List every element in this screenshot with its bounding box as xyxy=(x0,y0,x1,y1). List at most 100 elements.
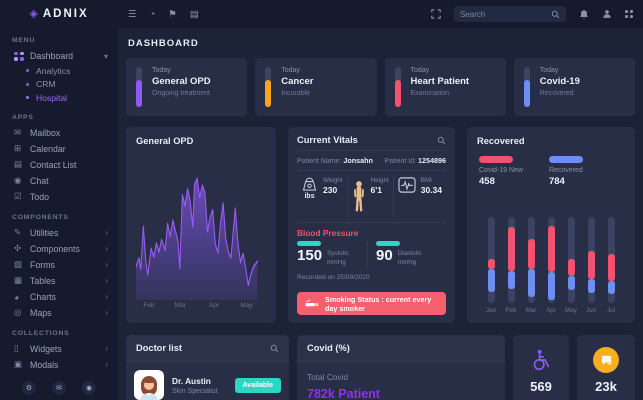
clipboard-icon[interactable]: ▤ xyxy=(189,8,199,20)
hamburger-icon[interactable]: ☰ xyxy=(128,8,137,20)
doctor-row-dr-austin[interactable]: Dr. Austin Skin Specialist Available xyxy=(126,362,289,400)
stat-period: Today xyxy=(410,67,430,74)
stat-title: General OPD xyxy=(152,76,211,87)
sidebar-item-maps[interactable]: ◎ Maps › xyxy=(0,305,118,321)
body-icon xyxy=(352,177,366,217)
vitals-search-icon[interactable] xyxy=(437,136,446,145)
sidebar-item-mailbox[interactable]: ✉ Mailbox xyxy=(0,125,118,141)
available-badge[interactable]: Available xyxy=(234,377,281,393)
stat-subtitle: Incurable xyxy=(281,90,311,97)
metric-text: BMI 30.34 xyxy=(421,177,442,217)
legend-color-pill xyxy=(479,156,513,163)
bar-track xyxy=(607,217,615,303)
calendar-icon: ⊞ xyxy=(14,143,22,153)
user-icon[interactable] xyxy=(602,9,612,19)
maps-icon: ◎ xyxy=(14,307,22,317)
metric-weight: ibs Weight 230 xyxy=(297,177,346,217)
sidebar-item-label: Mailbox xyxy=(30,127,61,138)
stat-progress-bar xyxy=(136,67,142,107)
search-icon[interactable] xyxy=(551,10,560,19)
sidebar-item-modals[interactable]: ▣ Modals › xyxy=(0,357,118,373)
sidebar-subitem-analytics[interactable]: Analytics xyxy=(0,64,118,78)
chevron-right-icon: › xyxy=(105,360,108,369)
chevron-down-icon: ▾ xyxy=(103,51,108,61)
sidebar-subitem-hospital[interactable]: Hospital xyxy=(0,91,118,105)
doctor-name: Dr. Austin xyxy=(172,375,211,386)
stat-progress-bar xyxy=(265,67,272,107)
covid-total-label: Total Covid xyxy=(307,372,349,382)
bar-mar: Mar xyxy=(521,217,541,314)
sidebar-item-contact-list[interactable]: ▤ Contact List xyxy=(0,157,118,173)
sidebar-item-tables[interactable]: ▦ Tables › xyxy=(0,273,118,289)
sidebar-item-components[interactable]: ✣ Components › xyxy=(0,241,118,257)
recovered-legend: Covid-19 New 458 Recovered 784 xyxy=(479,156,625,187)
sidebar-item-utilities[interactable]: ✎ Utilities › xyxy=(0,225,118,241)
covid-card: Covid (%) Total Covid 782k Patient xyxy=(297,335,505,400)
profile-icon[interactable]: ◉ xyxy=(82,381,96,395)
fullscreen-icon[interactable] xyxy=(431,9,441,19)
stat-subtitle: Examination xyxy=(410,90,450,97)
doctor-list-title: Doctor list xyxy=(136,343,182,353)
mail-icon[interactable]: ✉ xyxy=(52,381,66,395)
chat-icon: ◉ xyxy=(14,175,22,185)
clock-icon[interactable]: ◔ xyxy=(149,8,156,20)
sidebar-footer: ⚙ ✉ ◉ xyxy=(0,381,118,395)
messages-mini-card: 23k xyxy=(577,335,635,400)
bar-x-label: Jun xyxy=(585,307,597,314)
brand-name: ADNIX xyxy=(42,8,89,20)
diastolic-unit: mmHg xyxy=(397,259,417,267)
bar-x-label: Mar xyxy=(525,307,537,314)
x-axis-label: Apr xyxy=(208,302,220,309)
sidebar-item-todo[interactable]: ☑ Todo xyxy=(0,189,118,205)
sidebar-item-forms[interactable]: ▧ Forms › xyxy=(0,257,118,273)
sidebar-item-widgets[interactable]: ▯ Widgets › xyxy=(0,341,118,357)
filter-icon[interactable]: ⚑ xyxy=(168,8,177,20)
bar-jun: Jun xyxy=(581,217,601,314)
sidebar-item-label: Dashboard xyxy=(30,51,74,61)
smoking-status-banner: Smoking Status : current every day smoke… xyxy=(297,292,446,315)
bell-icon[interactable] xyxy=(579,9,589,20)
sidebar-item-label: Charts xyxy=(30,291,56,302)
contact-list-icon: ▤ xyxy=(14,159,23,169)
widgets-icon: ▯ xyxy=(14,343,19,353)
patient-name: Jonsahn xyxy=(343,156,373,165)
stat-progress-bar xyxy=(394,67,401,107)
sidebar-item-dashboard[interactable]: Dashboard ▾ xyxy=(0,48,118,64)
sidebar-section-label: APPS xyxy=(12,113,34,121)
brand-logo[interactable]: ◈ ADNIX xyxy=(0,0,118,28)
bar-x-label: Feb xyxy=(505,307,517,314)
stat-card-heart-patient: Today Heart Patient Examination xyxy=(384,58,506,116)
chevron-right-icon: › xyxy=(105,308,108,317)
mailbox-icon: ✉ xyxy=(14,127,22,137)
stat-period: Today xyxy=(281,67,300,74)
chevron-right-icon: › xyxy=(105,276,108,285)
bar-x-label: Apr xyxy=(546,307,556,314)
settings-gear-icon[interactable]: ⚙ xyxy=(22,381,36,395)
blood-pressure-title: Blood Pressure xyxy=(297,228,359,238)
sidebar-item-label: Components xyxy=(30,243,80,254)
stat-card-body: Today Covid-19 Recovered xyxy=(540,67,580,107)
sidebar-item-label: Calendar xyxy=(30,143,66,154)
covid-title: Covid (%) xyxy=(307,343,350,353)
bar-jul: Jul xyxy=(601,217,621,314)
sidebar-item-label: Utilities xyxy=(30,227,59,238)
legend-value: 784 xyxy=(548,176,565,187)
panel-row: General OPD Feb Mar Apr May xyxy=(126,127,635,323)
search-input[interactable] xyxy=(460,9,551,19)
tables-icon: ▦ xyxy=(14,275,23,285)
sidebar-item-charts[interactable]: ◕ Charts › xyxy=(0,289,118,305)
systolic-unit: mmHg xyxy=(327,259,346,267)
diastolic-badge xyxy=(376,241,401,246)
apps-grid-icon[interactable] xyxy=(625,10,633,18)
metric-bmi: BMI 30.34 xyxy=(392,177,446,217)
sidebar-item-calendar[interactable]: ⊞ Calendar xyxy=(0,141,118,157)
brand-diamond-icon: ◈ xyxy=(29,7,38,20)
doctor-search-icon[interactable] xyxy=(270,344,279,353)
sidebar-subitem-label: CRM xyxy=(36,79,56,90)
sidebar-subitem-crm[interactable]: CRM xyxy=(0,78,118,92)
bullet-icon xyxy=(26,82,29,86)
general-opd-x-labels: Feb Mar Apr May xyxy=(136,302,266,314)
systolic-badge xyxy=(297,241,322,246)
sidebar-item-chat[interactable]: ◉ Chat xyxy=(0,173,118,189)
